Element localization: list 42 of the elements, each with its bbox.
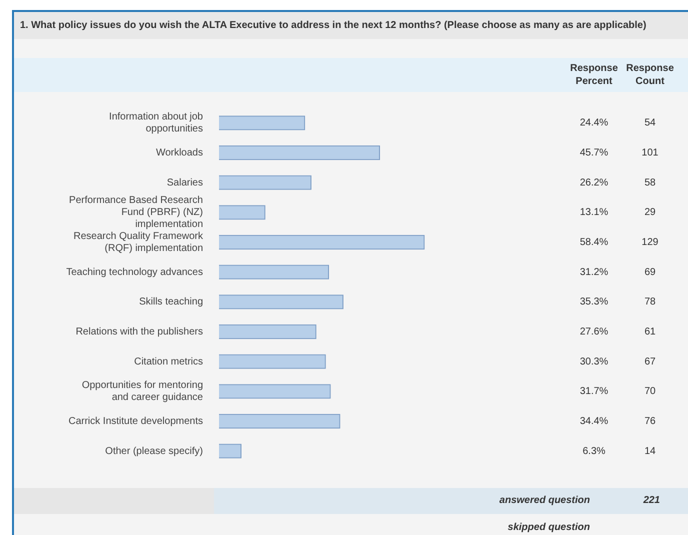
text: 14 <box>644 446 656 457</box>
text: 29 <box>644 207 656 218</box>
text: 61 <box>644 326 656 338</box>
data-label: 24.4% <box>580 118 608 129</box>
text: 221 <box>643 495 660 506</box>
y-tick-label: Carrick Institute developments <box>68 416 203 427</box>
data-label: 31.2% <box>580 266 608 278</box>
data-label: 34.4% <box>580 416 608 427</box>
y-tick-label: Opportunities for mentoring and career guidance <box>82 380 204 404</box>
text: 54 <box>644 118 656 129</box>
text: 67 <box>644 356 656 368</box>
y-tick-label: Research Quality Framework (RQF) implementation <box>74 231 204 254</box>
text: 70 <box>644 386 656 398</box>
data-label: 13.1% <box>580 207 608 218</box>
text: 69 <box>644 266 656 278</box>
y-tick-label: Teaching technology advances <box>66 266 203 278</box>
y-tick-label: Workloads <box>156 148 203 158</box>
chart-title: 1. What policy issues do you wish the ALTA Executive to address in the next 12 months? (Please choose as many as are applicable) <box>14 12 688 39</box>
data-label: 27.6% <box>580 326 608 338</box>
y-tick-label: Relations with the publishers <box>76 326 203 338</box>
text: 76 <box>644 416 656 427</box>
y-tick-label: Information about job opportunities <box>109 112 204 135</box>
text: Response Percent <box>569 62 619 88</box>
data-label: 30.3% <box>580 356 608 368</box>
data-label: 26.2% <box>580 177 608 188</box>
text: answered question <box>499 495 590 506</box>
y-tick-label: Skills teaching <box>139 296 203 308</box>
data-label: 35.3% <box>580 296 608 308</box>
text: 129 <box>642 237 659 248</box>
y-tick-label: Salaries <box>166 177 203 188</box>
text: Response Count <box>625 62 675 88</box>
text: 58 <box>644 177 656 188</box>
text: skipped question <box>508 522 590 533</box>
text: 78 <box>644 296 656 308</box>
data-label: 58.4% <box>580 237 608 248</box>
data-label: 31.7% <box>580 386 608 398</box>
y-tick-label: Citation metrics <box>134 356 203 368</box>
data-label: 6.3% <box>582 446 606 457</box>
y-tick-label: Other (please specify) <box>105 446 203 457</box>
data-label: 45.7% <box>580 148 608 158</box>
y-tick-label: Performance Based Research Fund (PBRF) (NZ) implementation <box>69 195 203 230</box>
text: 101 <box>642 148 659 158</box>
